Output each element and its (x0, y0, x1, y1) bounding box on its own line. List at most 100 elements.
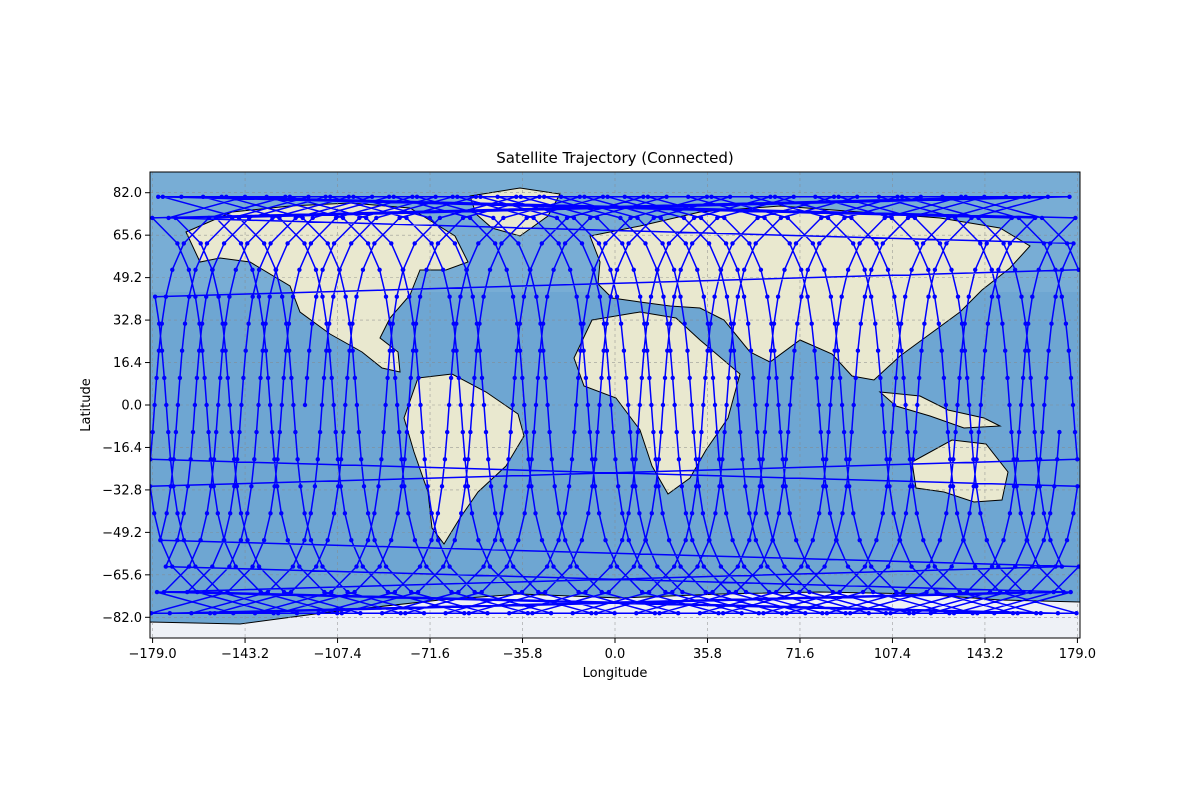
trajectory-point (709, 194, 714, 199)
trajectory-point (154, 375, 159, 381)
trajectory-point (416, 375, 421, 381)
trajectory-point (554, 215, 560, 221)
y-tick-label: −16.4 (102, 441, 142, 456)
trajectory-point (1044, 375, 1049, 381)
trajectory-point (591, 267, 597, 272)
trajectory-point (192, 402, 198, 408)
trajectory-point (472, 589, 477, 595)
trajectory-point (720, 457, 725, 462)
trajectory-point (989, 267, 994, 272)
trajectory-point (170, 564, 175, 569)
trajectory-point (159, 321, 164, 326)
trajectory-point (390, 321, 395, 326)
trajectory-point (780, 457, 785, 462)
x-tick-label: 35.8 (693, 647, 722, 662)
trajectory-point (628, 429, 633, 435)
trajectory-point (880, 241, 885, 246)
trajectory-point (620, 511, 625, 516)
trajectory-point (639, 589, 645, 595)
trajectory-point (635, 429, 640, 435)
trajectory-point (778, 429, 783, 435)
trajectory-point (735, 564, 740, 569)
trajectory-point (543, 589, 548, 595)
trajectory-point (748, 348, 754, 353)
trajectory-point (755, 215, 760, 221)
trajectory-point (996, 294, 1001, 299)
trajectory-point (735, 267, 740, 272)
trajectory-point (1030, 564, 1035, 569)
trajectory-point (197, 348, 202, 353)
trajectory-point (685, 348, 690, 353)
trajectory-point (576, 589, 581, 595)
trajectory-point (716, 611, 721, 616)
trajectory-point (238, 511, 244, 516)
trajectory-point (703, 375, 708, 381)
trajectory-point (1053, 267, 1058, 272)
trajectory-point (204, 402, 209, 408)
trajectory-point (193, 564, 198, 569)
y-tick-label: −82.0 (102, 611, 142, 626)
trajectory-point (277, 215, 282, 221)
trajectory-point (950, 484, 956, 489)
trajectory-point (381, 429, 386, 435)
trajectory-point (1009, 215, 1014, 221)
trajectory-point (948, 457, 953, 462)
trajectory-point (891, 511, 896, 516)
trajectory-point (1037, 457, 1043, 462)
trajectory-point (161, 589, 167, 595)
trajectory-point (383, 294, 389, 299)
trajectory-point (568, 564, 573, 569)
trajectory-point (298, 484, 303, 489)
trajectory-point (1061, 589, 1066, 595)
trajectory-point (810, 241, 816, 246)
trajectory-point (649, 511, 654, 516)
trajectory-point (835, 321, 840, 326)
trajectory-point (175, 402, 181, 408)
trajectory-point (718, 564, 724, 569)
trajectory-point (319, 402, 325, 408)
trajectory-point (517, 321, 522, 326)
trajectory-point (651, 429, 656, 435)
trajectory-point (914, 241, 919, 246)
trajectory-point (608, 564, 613, 569)
trajectory-point (593, 611, 599, 616)
trajectory-point (393, 375, 398, 381)
trajectory-point (714, 429, 720, 435)
trajectory-point (402, 484, 407, 489)
trajectory-point (1032, 429, 1037, 435)
trajectory-point (626, 241, 631, 246)
trajectory-point (402, 457, 407, 462)
trajectory-point (522, 511, 527, 516)
trajectory-point (331, 402, 336, 408)
trajectory-point (372, 511, 377, 516)
trajectory-point (899, 194, 905, 199)
trajectory-point (849, 215, 854, 221)
trajectory-point (583, 375, 589, 381)
trajectory-point (488, 484, 494, 489)
trajectory-point (672, 564, 677, 569)
trajectory-point (695, 267, 700, 272)
trajectory-point (448, 375, 454, 381)
trajectory-point (1055, 611, 1061, 616)
trajectory-point (357, 215, 362, 221)
trajectory-point (385, 375, 390, 381)
trajectory-point (816, 402, 821, 408)
trajectory-point (1011, 457, 1016, 462)
trajectory-point (855, 194, 860, 199)
trajectory-point (397, 215, 402, 221)
trajectory-point (322, 589, 327, 595)
trajectory-point (424, 267, 429, 272)
trajectory-point (989, 294, 995, 299)
trajectory-point (540, 321, 546, 326)
trajectory-point (506, 457, 511, 462)
trajectory-point (870, 589, 876, 595)
trajectory-point (701, 294, 706, 299)
trajectory-point (869, 564, 874, 569)
trajectory-point (641, 194, 646, 199)
trajectory-point (258, 589, 263, 595)
trajectory-point (512, 589, 518, 595)
trajectory-point (1032, 215, 1038, 221)
trajectory-point (341, 429, 346, 435)
trajectory-point (579, 241, 585, 246)
trajectory-point (921, 538, 926, 543)
